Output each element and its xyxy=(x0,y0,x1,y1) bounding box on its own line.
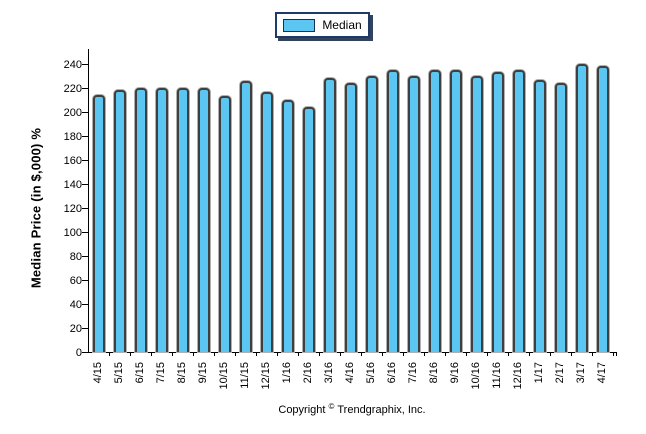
y-axis-tick-label: 60 xyxy=(69,274,82,287)
y-axis-tick-label: 80 xyxy=(69,250,82,263)
y-axis-tick-label: 180 xyxy=(63,130,82,143)
y-axis-tick xyxy=(82,87,88,89)
y-axis-tick xyxy=(82,159,88,161)
y-axis-tick xyxy=(82,327,88,329)
y-axis-tick xyxy=(82,279,88,281)
plot-area: 4/15 5/15 6/15 7/15 8/15 9/15 10/15 11/15 12/15 1… xyxy=(82,49,617,390)
bar-2/16 xyxy=(302,107,315,352)
bar-4/15 xyxy=(92,95,105,352)
bar-7/16 xyxy=(407,76,420,352)
copyright-text: Copyright © Trendgraphix, Inc. xyxy=(88,402,616,416)
bar-10/16 xyxy=(470,76,483,352)
x-axis-tick xyxy=(277,352,278,356)
bar-9/15 xyxy=(197,88,210,352)
x-axis-tick xyxy=(424,352,425,356)
y-axis-tick xyxy=(82,111,88,113)
y-axis-tick-label: 220 xyxy=(63,82,82,95)
x-axis-tick xyxy=(298,352,299,356)
legend-swatch xyxy=(283,18,316,32)
y-axis-tick-label: 0 xyxy=(75,346,82,359)
x-axis-tick xyxy=(487,352,488,356)
bar-10/15 xyxy=(218,96,231,352)
x-axis-tick xyxy=(214,352,215,356)
bar-12/16 xyxy=(512,70,525,352)
y-axis-tick-label: 240 xyxy=(63,58,82,71)
x-axis-tick xyxy=(550,352,551,356)
bar-1/17 xyxy=(533,79,546,352)
y-axis-tick xyxy=(82,207,88,209)
x-axis-tick xyxy=(340,352,341,356)
bar-5/16 xyxy=(365,76,378,352)
x-axis-tick xyxy=(256,352,257,356)
bar-1/16 xyxy=(281,100,294,352)
y-axis-tick-labels: 0 20 40 60 80 100 120 140 160 180 200 220 240 xyxy=(40,49,82,359)
y-axis-tick xyxy=(82,231,88,233)
y-axis-tick xyxy=(82,255,88,257)
x-axis-tick xyxy=(109,352,110,356)
x-axis-tick xyxy=(319,352,320,356)
bar-2/17 xyxy=(554,83,567,352)
bar-3/16 xyxy=(323,78,336,352)
bar-9/16 xyxy=(449,70,462,352)
x-axis-tick xyxy=(382,352,383,356)
y-axis-tick xyxy=(82,303,88,305)
bar-3/17 xyxy=(575,64,588,352)
bar-11/16 xyxy=(491,72,504,352)
y-axis-tick-label: 40 xyxy=(69,298,82,311)
x-axis-tick xyxy=(529,352,530,356)
y-axis-tick xyxy=(82,183,88,185)
x-axis-tick xyxy=(445,352,446,356)
y-axis-tick-label: 20 xyxy=(69,322,82,335)
y-axis-tick xyxy=(82,63,88,65)
x-axis-tick xyxy=(361,352,362,356)
bar-5/15 xyxy=(113,90,126,352)
bar-4/16 xyxy=(344,83,357,352)
copyright-company: Trendgraphix, Inc. xyxy=(337,404,426,416)
legend: Median xyxy=(275,12,370,38)
x-axis-tick xyxy=(193,352,194,356)
y-axis-tick xyxy=(82,135,88,137)
y-axis-tick-label: 120 xyxy=(63,202,82,215)
y-axis-tick xyxy=(82,351,88,353)
x-axis-tick xyxy=(613,352,614,356)
x-axis-tick xyxy=(235,352,236,356)
copyright-symbol: © xyxy=(328,402,335,411)
bar-8/16 xyxy=(428,70,441,352)
y-axis-tick-label: 100 xyxy=(63,226,82,239)
x-axis-tick xyxy=(508,352,509,356)
x-axis-tick xyxy=(130,352,131,356)
bar-8/15 xyxy=(176,88,189,352)
x-axis-tick xyxy=(403,352,404,356)
y-axis-tick-label: 160 xyxy=(63,154,82,167)
y-axis-tick-label: 140 xyxy=(63,178,82,191)
y-axis-tick-label: 200 xyxy=(63,106,82,119)
bar-11/15 xyxy=(239,80,252,352)
copyright-word: Copyright xyxy=(278,404,326,416)
x-axis-end-tick xyxy=(616,352,617,356)
x-axis-tick xyxy=(592,352,593,356)
bar-6/16 xyxy=(386,70,399,352)
bar-6/15 xyxy=(134,88,147,352)
x-axis-tick xyxy=(466,352,467,356)
bar-4/17 xyxy=(596,66,609,352)
legend-label: Median xyxy=(322,18,362,32)
x-axis-tick xyxy=(151,352,152,356)
bar-12/15 xyxy=(260,91,273,352)
x-axis-tick xyxy=(172,352,173,356)
bar-7/15 xyxy=(155,88,168,352)
x-axis-tick xyxy=(571,352,572,356)
